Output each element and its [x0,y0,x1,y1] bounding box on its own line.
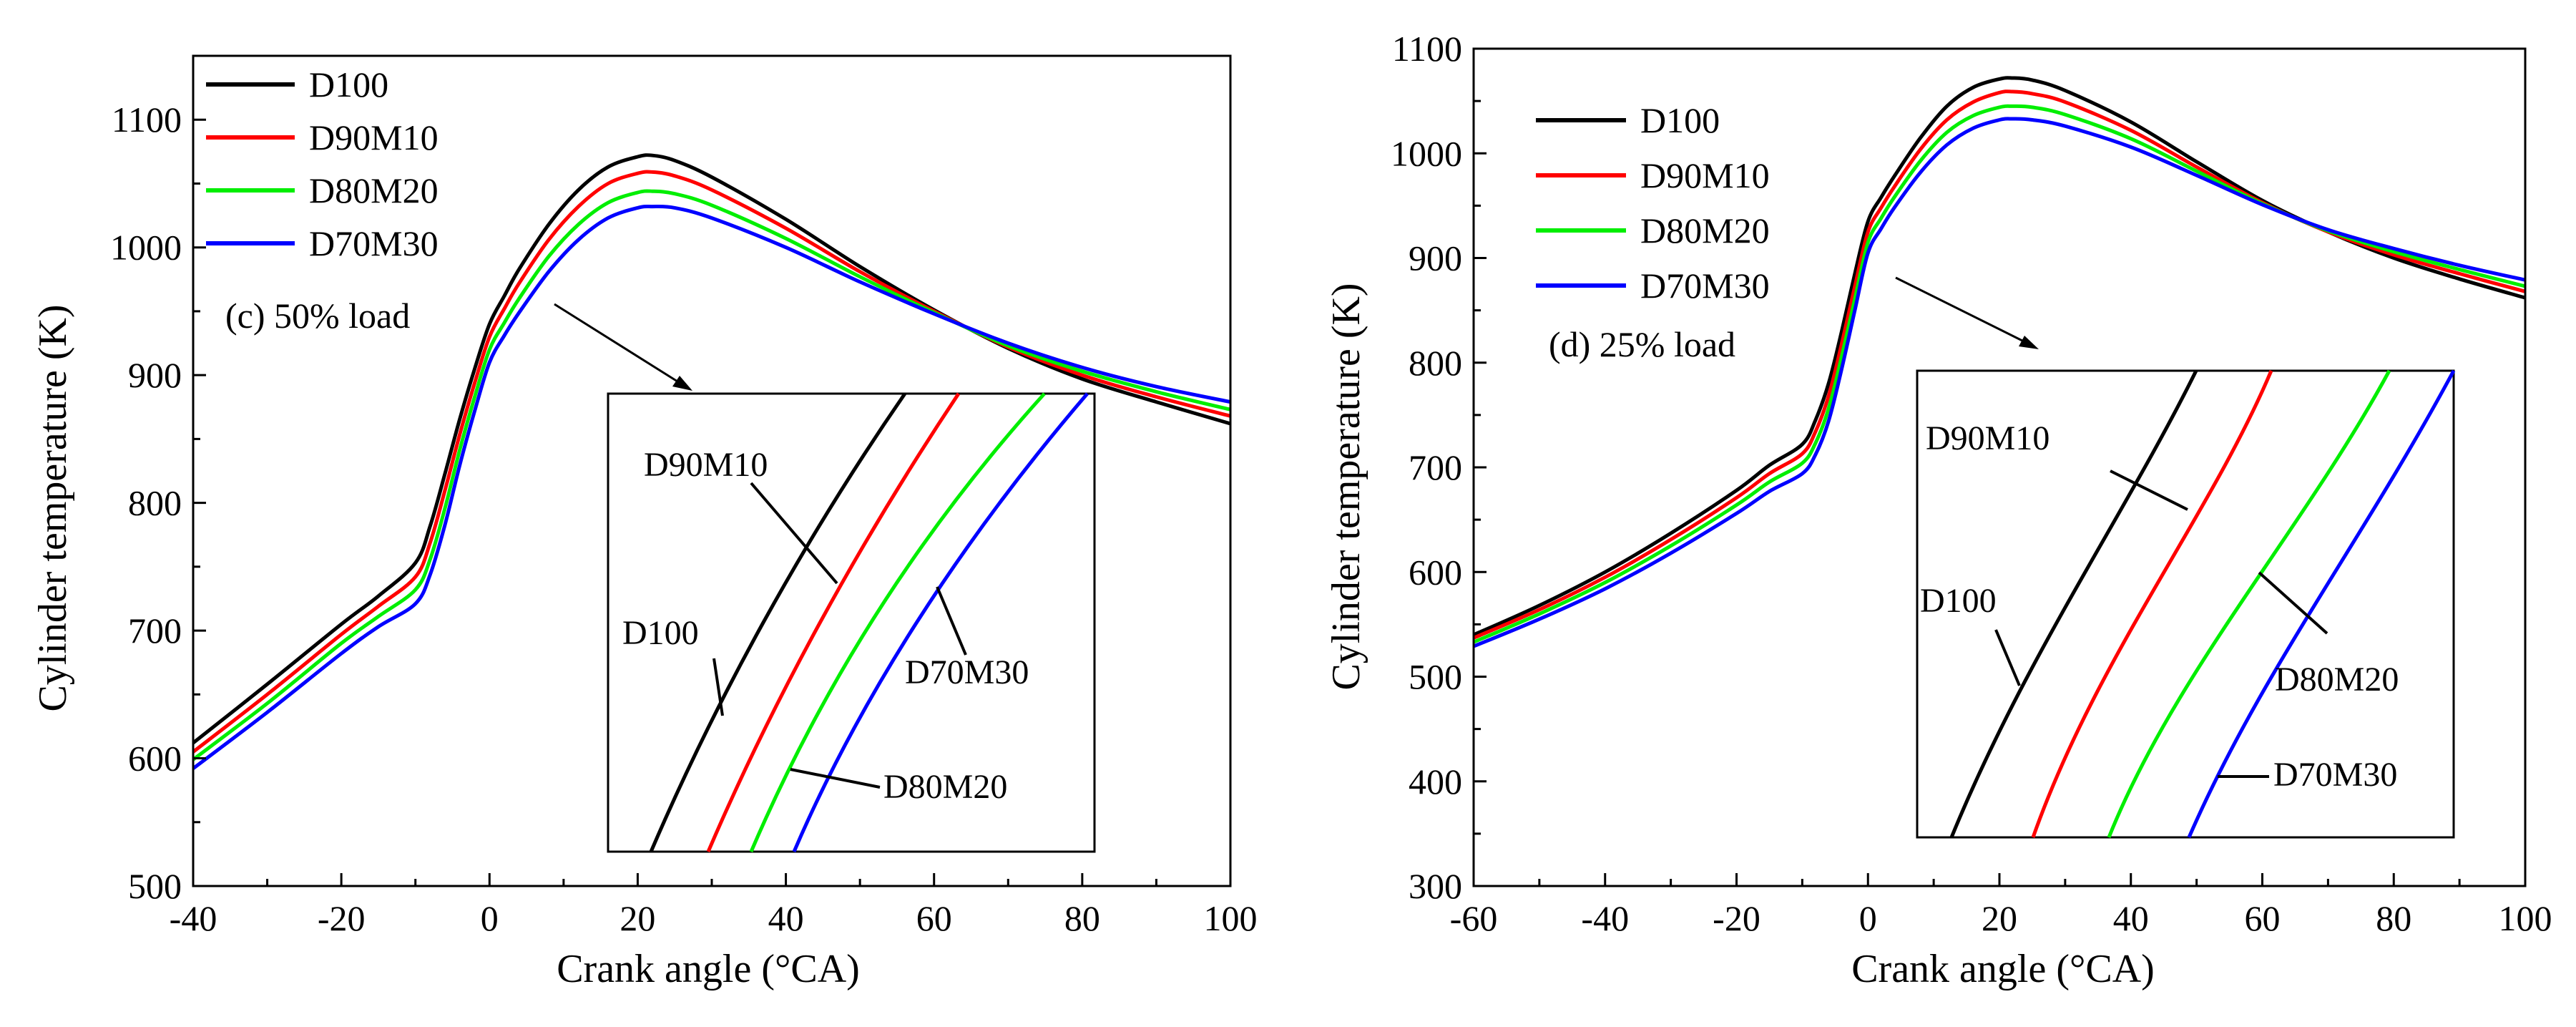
d-y-tick-label: 300 [1409,866,1462,906]
d-y-tick-label: 900 [1409,238,1462,278]
d-y-tick-label: 1100 [1392,29,1462,69]
c-x-tick-label: 40 [768,898,804,938]
c-inset-label-d90m10: D90M10 [644,446,768,484]
d-y-tick-label: 600 [1409,552,1462,592]
panel-d: D90M10 D100 D80M20 D70M30 D100 D90M10 D8… [1324,29,2552,991]
c-x-tick-label: 0 [481,898,499,938]
c-zoom-arrow [554,303,692,391]
d-inset-label-d70m30: D70M30 [2273,756,2397,794]
c-series-line-d70m30 [192,204,1231,770]
d-zoom-arrow-head [2019,336,2039,349]
c-legend: D100 D90M10 D80M20 D70M30 [206,64,439,263]
d-x-tick-label: 80 [2376,898,2411,938]
d-series-line-d100 [1472,76,2526,637]
d-legend-label-d90m10: D90M10 [1640,155,1770,195]
d-x-tick-label: 20 [1982,898,2017,938]
c-inset-curve-d80m20 [749,392,1046,852]
d-inset-label-d90m10: D90M10 [1926,419,2049,457]
d-inset-curve-d70m30 [2187,369,2456,838]
c-legend-label-d80m20: D80M20 [309,170,439,210]
c-inset-box [607,392,1096,853]
c-x-tick-label: -40 [170,898,217,938]
c-x-tick-label: 20 [619,898,655,938]
c-inset: D90M10 D100 D70M30 D80M20 [607,392,1096,853]
c-inset-curve-d70m30 [792,392,1089,852]
c-load-annotation: (c) 50% load [225,296,410,336]
c-y-axis-label: Cylinder temperature (K) [31,304,75,711]
c-inset-leader-d80m20 [790,768,881,789]
d-x-axis-label: Crank angle (°CA) [1851,947,2155,991]
c-inset-curve-d100 [649,392,907,852]
c-inset-curve-d90m10 [706,392,961,852]
d-inset-label-d80m20: D80M20 [2275,661,2399,699]
d-inset-curve-d90m10 [2031,370,2273,838]
d-y-axis-label: Cylinder temperature (K) [1324,283,1368,690]
c-y-tick-label: 1100 [112,99,182,140]
c-x-tick-label: 80 [1064,898,1100,938]
d-inset: D90M10 D100 D80M20 D70M30 [1916,369,2456,839]
d-zoom-arrow [1895,276,2039,349]
d-legend-label-d100: D100 [1640,100,1720,140]
d-x-tick-label: 60 [2245,898,2281,938]
d-inset-curve-d80m20 [2107,369,2391,838]
c-legend-label-d90m10: D90M10 [309,117,439,157]
c-inset-label-d70m30: D70M30 [905,653,1029,691]
panel-c: D90M10 D100 D70M30 D80M20 D100 D90M10 D8… [31,54,1258,991]
c-legend-label-d70m30: D70M30 [309,223,439,263]
c-inset-leader-d100 [712,658,724,716]
d-zoom-arrow-line [1895,276,2029,345]
d-axes: -60 -40 -20 0 20 40 60 80 100 300 400 500 600 700 800 9… [1391,29,2552,938]
d-x-tick-label: 0 [1859,898,1877,938]
d-x-tick-label: 40 [2113,898,2149,938]
c-y-tick-label: 900 [128,355,182,395]
c-x-axis-label: Crank angle (°CA) [557,947,860,991]
d-inset-leader-d80m20 [2258,571,2328,635]
c-y-tick-label: 1000 [110,228,182,268]
d-x-tick-label: 100 [2499,898,2552,938]
c-zoom-arrow-line [554,303,684,386]
c-zoom-arrow-head [672,376,692,391]
d-legend-label-d70m30: D70M30 [1640,266,1770,306]
c-y-tick-label: 700 [128,610,182,651]
c-axes: -40 -20 0 20 40 60 80 100 500 600 700 800 900 1000 110… [110,54,1258,938]
d-inset-label-d100: D100 [1920,582,1997,620]
d-x-tick-label: -20 [1713,898,1760,938]
d-y-tick-label: 800 [1409,343,1462,383]
c-x-tick-label: 100 [1204,898,1258,938]
d-x-tick-label: -60 [1450,898,1498,938]
c-y-tick-label: 600 [128,739,182,779]
d-inset-leader-d90m10 [2110,469,2188,511]
c-x-tick-label: -20 [318,898,366,938]
d-y-tick-label: 700 [1409,447,1462,487]
c-y-tick-label: 500 [128,866,182,906]
d-load-annotation: (d) 25% load [1549,324,1735,364]
d-inset-curve-d100 [1949,369,2198,838]
d-y-tick-label: 1000 [1391,133,1462,173]
c-x-tick-label: 60 [916,898,952,938]
d-series-line-d70m30 [1473,117,2526,648]
d-legend-label-d80m20: D80M20 [1640,210,1770,250]
c-inset-label-d100: D100 [622,614,699,652]
d-inset-box [1916,369,2455,839]
c-inset-leader-d70m30 [936,586,967,656]
c-y-tick-label: 800 [128,483,182,523]
d-x-tick-label: -40 [1581,898,1629,938]
c-inset-label-d80m20: D80M20 [883,768,1007,806]
d-y-tick-label: 400 [1409,761,1462,802]
c-legend-label-d100: D100 [309,64,388,104]
panel-d-curves [1472,76,2526,648]
d-y-tick-label: 500 [1409,657,1462,697]
panel-c-curves [192,153,1231,770]
d-legend: D100 D90M10 D80M20 D70M30 [1536,100,1770,306]
d-inset-leader-d100 [1994,629,2021,686]
c-inset-leader-d90m10 [750,482,838,585]
